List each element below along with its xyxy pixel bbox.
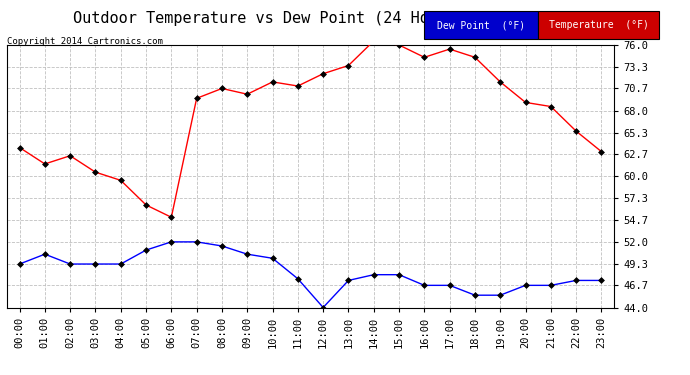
Text: Outdoor Temperature vs Dew Point (24 Hours) 20140704: Outdoor Temperature vs Dew Point (24 Hou… bbox=[73, 11, 548, 26]
Text: Dew Point  (°F): Dew Point (°F) bbox=[437, 20, 525, 30]
Text: Copyright 2014 Cartronics.com: Copyright 2014 Cartronics.com bbox=[7, 38, 163, 46]
Text: Temperature  (°F): Temperature (°F) bbox=[549, 20, 649, 30]
